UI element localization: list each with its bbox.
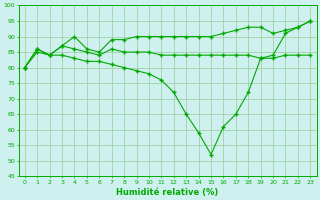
X-axis label: Humidité relative (%): Humidité relative (%) [116,188,219,197]
